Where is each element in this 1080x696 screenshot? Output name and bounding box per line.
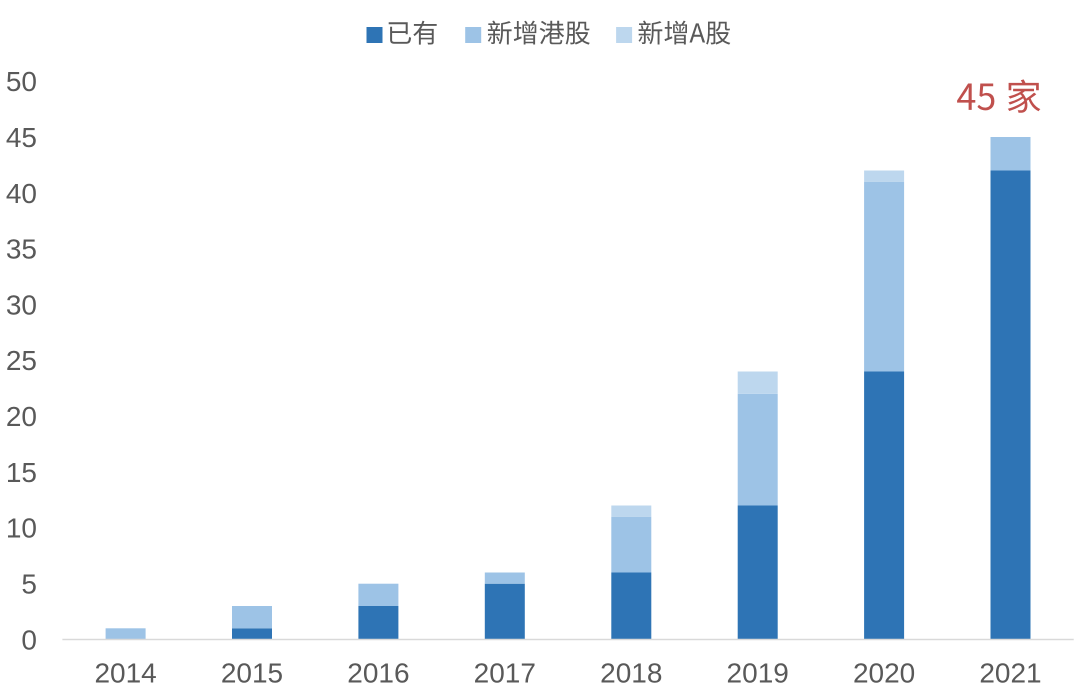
svg-text:2020: 2020 <box>853 658 915 689</box>
svg-text:30: 30 <box>6 289 37 320</box>
svg-text:2015: 2015 <box>221 658 283 689</box>
svg-text:50: 50 <box>6 66 37 97</box>
svg-text:2018: 2018 <box>600 658 662 689</box>
svg-text:35: 35 <box>6 234 37 265</box>
svg-text:45: 45 <box>6 122 37 153</box>
svg-text:2016: 2016 <box>347 658 409 689</box>
svg-text:2014: 2014 <box>94 658 156 689</box>
svg-text:5: 5 <box>21 569 37 600</box>
svg-text:10: 10 <box>6 513 37 544</box>
svg-text:2017: 2017 <box>474 658 536 689</box>
svg-text:25: 25 <box>6 345 37 376</box>
svg-text:40: 40 <box>6 178 37 209</box>
svg-text:20: 20 <box>6 401 37 432</box>
svg-text:2019: 2019 <box>727 658 789 689</box>
svg-text:2021: 2021 <box>979 658 1041 689</box>
svg-text:0: 0 <box>21 624 37 655</box>
svg-text:15: 15 <box>6 457 37 488</box>
